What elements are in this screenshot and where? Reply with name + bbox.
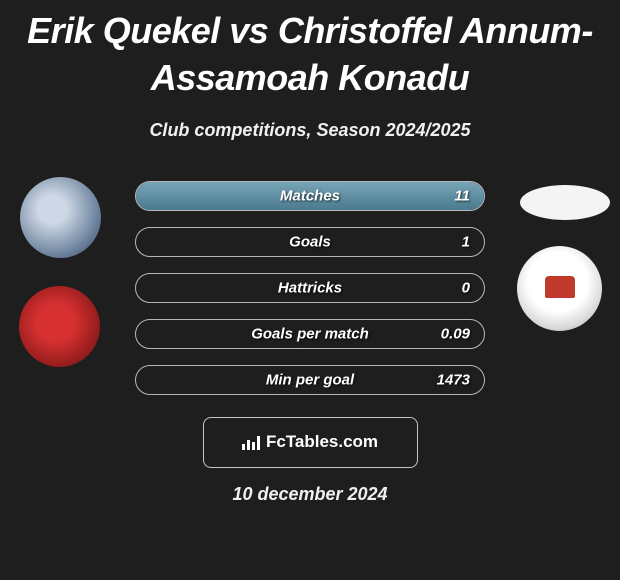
stat-label: Min per goal [266,371,354,388]
stats-list: Matches 11 Goals 1 Hattricks 0 Goals per… [135,171,485,395]
stat-row-min-per-goal: Min per goal 1473 [135,365,485,395]
date-text: 10 december 2024 [0,484,620,505]
player1-club-logo [19,286,100,367]
stat-row-hattricks: Hattricks 0 [135,273,485,303]
stat-value: 1 [462,233,470,250]
comparison-area: Matches 11 Goals 1 Hattricks 0 Goals per… [0,171,620,505]
stat-row-goals-per-match: Goals per match 0.09 [135,319,485,349]
stat-value: 11 [454,187,470,204]
stat-value: 0.09 [441,325,470,342]
subtitle: Club competitions, Season 2024/2025 [0,120,620,141]
stat-label: Matches [280,187,340,204]
page-title: Erik Quekel vs Christoffel Annum-Assamoa… [0,0,620,102]
player2-photo [520,185,610,220]
stat-value: 1473 [437,371,470,388]
brand-text: FcTables.com [266,432,378,452]
chart-icon [242,434,260,450]
stat-label: Goals per match [251,325,369,342]
stat-label: Goals [289,233,331,250]
player2-club-logo [517,246,602,331]
stat-row-goals: Goals 1 [135,227,485,257]
stat-label: Hattricks [278,279,342,296]
player1-photo [20,177,101,258]
brand-badge: FcTables.com [203,417,418,468]
stat-value: 0 [462,279,470,296]
stat-row-matches: Matches 11 [135,181,485,211]
